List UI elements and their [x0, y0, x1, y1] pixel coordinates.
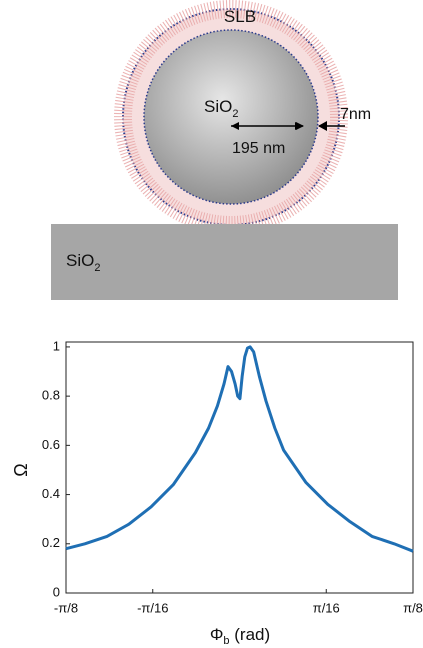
- core: [143, 29, 319, 205]
- plot-frame: [65, 341, 414, 594]
- x-label-sub: b: [223, 635, 229, 647]
- y-tick-label: 0: [53, 584, 60, 599]
- thickness-arrow-heads: [296, 121, 327, 131]
- y-tick-label: 0.8: [42, 388, 60, 403]
- line-series: [65, 345, 414, 553]
- core-label: SiO2: [204, 97, 238, 119]
- y-tick-label: 0.6: [42, 437, 60, 452]
- substrate-label-sub: 2: [94, 262, 100, 274]
- x-label-unit: (rad): [230, 625, 271, 644]
- core-label-text: SiO: [204, 97, 232, 116]
- x-tick-label: -π/8: [54, 600, 78, 615]
- radius-arrow-heads: [231, 122, 303, 130]
- chart: Ω Φb (rad) 0 0.2 0.4 0.6 0.8 1 -π/8 -π/16 π/16 π/…: [11, 338, 423, 647]
- x-tick-label: -π/16: [137, 600, 168, 615]
- shell-texture: [114, 0, 348, 234]
- thickness-label: 7nm: [340, 106, 371, 123]
- diagram: SLB SiO2 195 nm 7nm SiO2: [51, 0, 398, 300]
- y-tick-label: 0.4: [42, 486, 60, 501]
- x-tick-label: π/16: [313, 600, 340, 615]
- x-tick-label: π/8: [403, 600, 423, 615]
- x-label-symbol: Φ: [210, 625, 224, 644]
- shell-label-text: SLB: [224, 7, 256, 26]
- radius-label: 195 nm: [232, 140, 285, 157]
- shell-label: SLB: [224, 7, 256, 26]
- core-label-sub: 2: [232, 108, 238, 120]
- substrate-label: SiO2: [66, 251, 100, 273]
- substrate-label-text: SiO: [66, 251, 94, 270]
- y-tick-label: 0.2: [42, 535, 60, 550]
- substrate: [51, 224, 398, 300]
- y-axis-label: Ω: [11, 463, 31, 476]
- y-tick-label: 1: [53, 338, 60, 353]
- x-axis-label: Φb (rad): [210, 625, 270, 646]
